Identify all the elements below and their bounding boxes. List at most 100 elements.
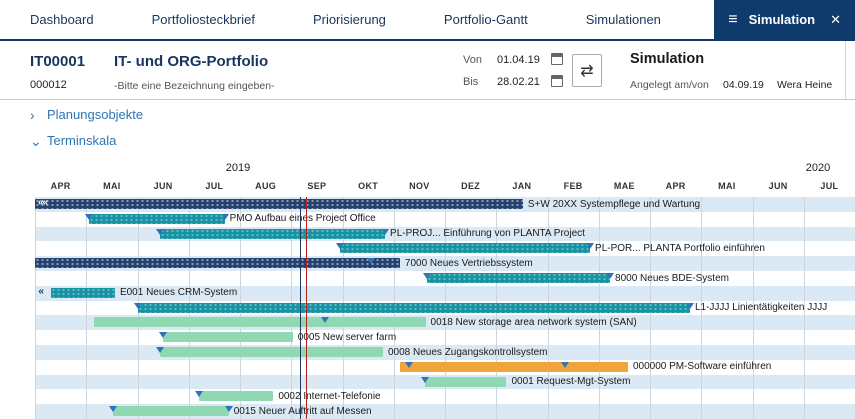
month-gridline [803,197,805,419]
portfolio-name: IT- und ORG-Portfolio [114,53,269,70]
nav-tab-dashboard[interactable]: Dashboard [30,12,94,27]
gantt-bar[interactable] [399,361,628,372]
gantt-row: « E001 Neues CRM-System [0,286,855,301]
gantt-chart: 2019 2020 APR MAI JUN JUL AUG SEP OKT NOV DEZ JAN F… [0,160,855,419]
today-line [306,197,308,419]
portfolio-subtitle[interactable]: -Bitte eine Bezeichnung eingeben- [114,80,275,92]
month-label: MAI [103,181,121,191]
month-label: JUL [205,181,224,191]
milestone-marker-icon[interactable] [220,213,229,220]
milestone-marker-icon[interactable] [606,273,615,279]
section-terminskala[interactable]: ⌄ Terminskala [30,133,116,148]
milestone-marker-icon[interactable] [381,228,390,235]
section-label: Terminskala [47,133,117,148]
gantt-bar-label: 7000 Neues Vertriebssystem [404,257,533,269]
gantt-bar[interactable] [160,228,386,239]
nav-tab-portfoliosteckbrief[interactable]: Portfoliosteckbrief [151,12,255,27]
gantt-row: 0002 Internet-Telefonie [0,389,855,404]
von-date-value[interactable]: 01.04.19 [497,54,540,66]
gantt-row: 0015 Neuer Auftritt auf Messen [0,404,855,419]
milestone-marker-icon[interactable] [335,243,344,250]
milestone-marker-icon[interactable] [159,332,168,339]
gantt-bar[interactable] [160,347,383,357]
month-gridline [86,197,88,419]
month-gridline [701,197,703,419]
milestone-marker-icon[interactable] [421,376,429,383]
baseline-date-line [299,197,301,419]
nav-tab-portfolio-gantt[interactable]: Portfolio-Gantt [443,12,528,27]
milestone-marker-icon[interactable] [366,258,375,265]
von-label: Von [463,54,482,66]
gantt-row: 8000 Neues BDE-System [0,271,855,286]
month-label: JUL [820,181,839,191]
gantt-bar[interactable] [88,213,225,224]
bis-date-value[interactable]: 28.02.21 [497,76,540,88]
gantt-bar[interactable] [35,199,523,209]
milestone-marker-icon[interactable] [108,406,117,413]
milestone-marker-icon[interactable] [156,347,165,353]
gantt-bar[interactable] [427,273,611,283]
portfolio-code: 000012 [30,79,67,91]
gantt-bar[interactable] [35,258,400,269]
month-gridline [752,197,754,419]
gantt-bar-label: L1-JJJJ Linientätigkeiten JJJJ [694,302,828,314]
gantt-bar[interactable] [51,287,115,298]
milestone-marker-icon[interactable] [156,228,165,235]
gantt-bar-label: PL-POR... PLANTA Portfolio einführen [595,242,765,254]
milestone-marker-icon[interactable] [195,391,203,398]
month-label: FEB [563,181,583,191]
calendar-icon[interactable] [551,75,563,87]
refresh-button[interactable]: ⇄ [572,54,602,87]
milestone-marker-icon[interactable] [405,361,414,368]
gantt-bar-label: 0008 Neues Zugangskontrollsystem [387,346,548,358]
close-icon[interactable]: ✕ [830,11,841,27]
month-label: JUN [768,181,788,191]
nav-tab-simulationen[interactable]: Simulationen [585,12,661,27]
gantt-bar[interactable] [93,317,426,328]
gantt-row: 0005 New server farm [0,330,855,345]
created-label: Angelegt am/von [630,79,709,91]
milestone-marker-icon[interactable] [133,302,142,309]
section-planungsobjekte[interactable]: › Planungsobjekte [30,107,143,122]
scroll-back-icon[interactable]: «« [38,197,48,208]
gantt-row: PL-PROJ... Einführung von PLANTA Project [0,227,855,242]
section-label: Planungsobjekte [47,107,144,122]
nav-tab-priorisierung[interactable]: Priorisierung [312,12,386,27]
gantt-bar[interactable] [112,406,229,417]
milestone-marker-icon[interactable] [423,273,432,279]
gantt-bar[interactable] [137,302,690,313]
refresh-icon: ⇄ [580,62,594,80]
month-label: MAI [718,181,736,191]
header-divider [845,41,846,99]
nav-tabs: Dashboard Portfoliosteckbrief Priorisierun… [30,12,661,27]
gantt-row: 0001 Request-Mgt-System [0,375,855,390]
year-label: 2019 [225,162,251,174]
year-label: 2020 [805,162,831,174]
month-label: SEP [307,181,327,191]
milestone-marker-icon[interactable] [685,302,694,309]
gantt-row: «« S+W 20XX Systempflege und Wartung [0,197,855,212]
hamburger-icon[interactable]: ≡ [728,10,738,28]
milestone-marker-icon[interactable] [561,361,570,368]
gantt-bar-label: PMO Aufbau eines Project Office [229,213,376,225]
created-date: 04.09.19 [723,79,764,91]
top-nav: Dashboard Portfoliosteckbrief Priorisierun… [0,0,855,41]
chevron-right-icon: › [30,106,35,123]
milestone-marker-icon[interactable] [224,406,233,413]
gantt-bar-label: E001 Neues CRM-System [119,287,238,299]
gantt-row: PMO Aufbau eines Project Office [0,212,855,227]
gantt-bar[interactable] [339,243,591,254]
calendar-icon[interactable] [551,53,563,65]
gantt-bar[interactable] [199,391,274,402]
chevron-down-icon: ⌄ [30,132,42,149]
scroll-back-icon[interactable]: « [38,285,43,297]
gantt-bar[interactable] [163,332,293,343]
tab-simulation-active[interactable]: ≡ Simulation ✕ [714,0,855,39]
milestone-marker-icon[interactable] [586,243,595,250]
milestone-marker-icon[interactable] [84,213,93,220]
gantt-row: PL-POR... PLANTA Portfolio einführen [0,241,855,256]
gantt-bar-label: 000000 PM-Software einführen [632,361,772,373]
milestone-marker-icon[interactable] [320,317,329,324]
gantt-bar[interactable] [425,376,507,387]
gantt-bar-label: 0005 New server farm [297,331,397,343]
